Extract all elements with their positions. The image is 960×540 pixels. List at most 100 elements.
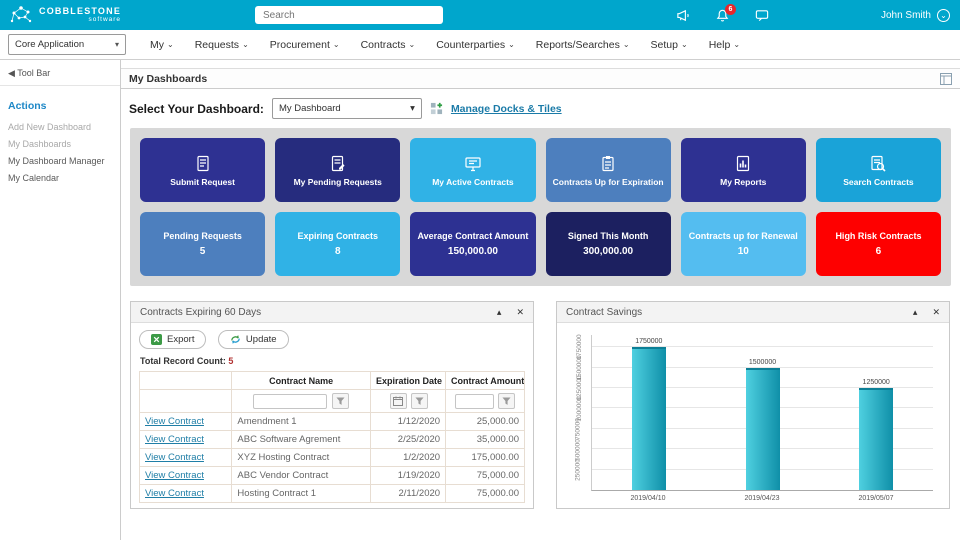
dashboard-select-label: Select Your Dashboard:: [129, 102, 264, 116]
notifications-button[interactable]: 6: [715, 8, 730, 23]
close-panel-icon[interactable]: ✕: [516, 307, 524, 318]
filter-funnel-icon[interactable]: [411, 393, 428, 409]
contracts-expiration-icon: [597, 153, 619, 175]
dashboard-stat-tile[interactable]: Contracts up for Renewal 10: [681, 212, 806, 276]
contract-amount-filter-input[interactable]: [455, 394, 494, 409]
main-content: My Dashboards Select Your Dashboard: My …: [121, 60, 960, 540]
manage-docks-tiles-link[interactable]: Manage Docks & Tiles: [451, 103, 562, 115]
sidebar-link[interactable]: My Dashboard Manager: [8, 156, 112, 166]
manage-tiles-icon: [430, 102, 443, 115]
cobblestone-logo: COBBLESTONE software: [0, 4, 121, 26]
brand-subtitle: software: [39, 17, 121, 24]
dashboard-action-tile[interactable]: My Active Contracts: [410, 138, 535, 202]
sidebar-link[interactable]: My Calendar: [8, 173, 112, 183]
chart-x-tick-label: 2019/04/10: [591, 495, 705, 507]
dashboard-stat-tile[interactable]: Average Contract Amount 150,000.00: [410, 212, 535, 276]
announcements-button[interactable]: [676, 8, 691, 23]
stat-value: 150,000.00: [448, 246, 498, 257]
table-column-header: Contract Amount: [446, 372, 525, 390]
contract-name: ABC Vendor Contract: [232, 467, 371, 485]
sidebar-link[interactable]: Add New Dashboard: [8, 122, 112, 132]
export-button[interactable]: Export: [139, 330, 206, 349]
chart-bar: [632, 347, 666, 490]
dock-settings-icon[interactable]: [940, 73, 952, 85]
dashboard-stat-tile[interactable]: Expiring Contracts 8: [275, 212, 400, 276]
nav-menu-item[interactable]: Reports/Searches ⌄: [536, 39, 630, 51]
calendar-icon[interactable]: [390, 393, 407, 409]
pending-requests-icon: [327, 153, 349, 175]
submit-request-icon: [192, 153, 214, 175]
chart-y-axis: 2500005000007500001000000125000015000001…: [561, 335, 589, 491]
chart-plot-area: 175000015000001250000: [591, 335, 933, 491]
dashboard-selector[interactable]: My Dashboard ▾: [272, 98, 422, 119]
view-contract-link[interactable]: View Contract: [145, 452, 204, 463]
expiration-date: 1/12/2020: [370, 413, 445, 431]
search-input[interactable]: [255, 6, 443, 24]
view-contract-link[interactable]: View Contract: [145, 416, 204, 427]
chart-x-axis: 2019/04/102019/04/232019/05/07: [591, 495, 933, 507]
contract-table-row: View Contract ABC Software Agrement 2/25…: [140, 431, 525, 449]
view-contract-link[interactable]: View Contract: [145, 434, 204, 445]
sidebar: ◀ Tool Bar Actions Add New Dashboard My …: [0, 60, 121, 540]
dashboard-stat-tile[interactable]: Signed This Month 300,000.00: [546, 212, 671, 276]
nav-menu-item[interactable]: Requests ⌄: [195, 39, 249, 51]
toolbar-collapse-button[interactable]: ◀ Tool Bar: [0, 60, 120, 86]
chevron-down-icon: ⌄: [167, 40, 174, 49]
nav-menu-item[interactable]: Setup ⌄: [651, 39, 688, 51]
panel-title: Contracts Expiring 60 Days: [140, 307, 261, 318]
stat-value: 6: [876, 246, 882, 257]
update-button[interactable]: Update: [218, 330, 289, 349]
messages-button[interactable]: [754, 8, 770, 23]
contract-name-filter-input[interactable]: [253, 394, 327, 409]
main-nav: Core Application ▾ My ⌄ Requests ⌄ Procu…: [0, 30, 960, 60]
nav-menu-item[interactable]: Procurement ⌄: [270, 39, 340, 51]
nav-menu-item[interactable]: Counterparties ⌄: [436, 39, 515, 51]
dashboard-stat-tile[interactable]: High Risk Contracts 6: [816, 212, 941, 276]
stat-label: Expiring Contracts: [298, 231, 379, 241]
contract-amount: 75,000.00: [446, 485, 525, 503]
application-selector[interactable]: Core Application ▾: [8, 34, 126, 55]
export-icon: [151, 334, 162, 345]
dashboard-action-tile[interactable]: Contracts Up for Expiration: [546, 138, 671, 202]
contract-name: Amendment 1: [232, 413, 371, 431]
contract-table-row: View Contract ABC Vendor Contract 1/19/2…: [140, 467, 525, 485]
chat-icon: [754, 8, 770, 23]
chart-bar: [859, 388, 893, 490]
panel-header: Contracts Expiring 60 Days ▴ ✕: [131, 302, 533, 323]
dashboard-action-tile[interactable]: Search Contracts: [816, 138, 941, 202]
user-menu[interactable]: John Smith ⌄: [881, 0, 950, 30]
contract-name: Hosting Contract 1: [232, 485, 371, 503]
panel-title: Contract Savings: [566, 307, 642, 318]
dashboard-selector-row: Select Your Dashboard: My Dashboard ▾ Ma…: [121, 89, 960, 128]
dashboard-stat-tile[interactable]: Pending Requests 5: [140, 212, 265, 276]
nav-menu-item[interactable]: My ⌄: [150, 39, 174, 51]
view-contract-link[interactable]: View Contract: [145, 470, 204, 481]
stat-value: 5: [200, 246, 206, 257]
expiration-date: 1/2/2020: [370, 449, 445, 467]
filter-funnel-icon[interactable]: [498, 393, 515, 409]
table-column-header: [140, 372, 232, 390]
close-panel-icon[interactable]: ✕: [932, 307, 940, 318]
contract-amount: 35,000.00: [446, 431, 525, 449]
dashboard-action-tile[interactable]: My Reports: [681, 138, 806, 202]
user-name: John Smith: [881, 10, 931, 21]
filter-funnel-icon[interactable]: [332, 393, 349, 409]
collapse-panel-icon[interactable]: ▴: [913, 307, 918, 318]
sidebar-link[interactable]: My Dashboards: [8, 139, 112, 149]
contracts-table: Contract NameExpiration DateContract Amo…: [139, 371, 525, 503]
nav-menu-item[interactable]: Help ⌄: [709, 39, 740, 51]
chart-y-tick-label: 750000: [574, 419, 581, 441]
expiration-date: 1/19/2020: [370, 467, 445, 485]
chevron-down-icon: ⌄: [242, 40, 249, 49]
dashboard-action-tile[interactable]: Submit Request: [140, 138, 265, 202]
dashboard-action-tile[interactable]: My Pending Requests: [275, 138, 400, 202]
chevron-down-icon: ⌄: [733, 40, 740, 49]
chart-bar-value-label: 1250000: [863, 379, 890, 386]
nav-menu-item[interactable]: Contracts ⌄: [361, 39, 416, 51]
contract-name: XYZ Hosting Contract: [232, 449, 371, 467]
view-contract-link[interactable]: View Contract: [145, 488, 204, 499]
chart-y-tick-label: 500000: [574, 439, 581, 461]
collapse-panel-icon[interactable]: ▴: [497, 307, 502, 318]
application-selector-value: Core Application: [15, 39, 84, 50]
expiration-date: 2/11/2020: [370, 485, 445, 503]
